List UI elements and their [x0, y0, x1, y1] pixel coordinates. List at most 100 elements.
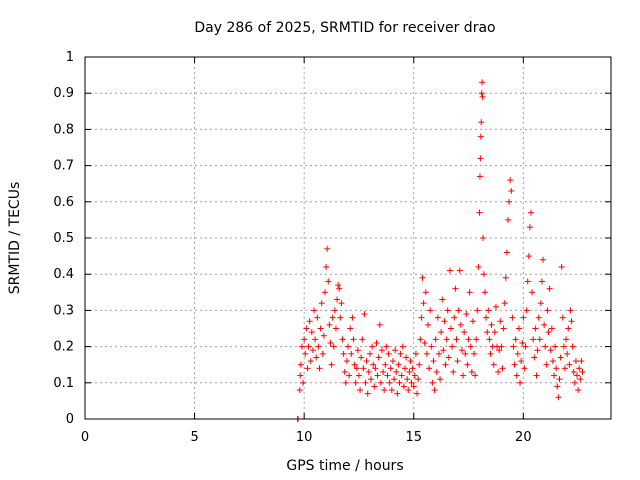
- data-point: [381, 387, 388, 394]
- data-point: [535, 314, 542, 321]
- data-point: [451, 314, 458, 321]
- data-point: [401, 365, 408, 372]
- data-point: [511, 361, 518, 368]
- data-point: [435, 350, 442, 357]
- data-point: [506, 198, 513, 205]
- data-point: [391, 376, 398, 383]
- data-point: [326, 321, 333, 328]
- data-point: [347, 325, 354, 332]
- data-point: [544, 307, 551, 314]
- data-point: [321, 289, 328, 296]
- data-point: [518, 358, 525, 365]
- data-point: [378, 347, 385, 354]
- data-point: [521, 365, 528, 372]
- data-point: [465, 336, 472, 343]
- data-point: [485, 307, 492, 314]
- data-point: [504, 216, 511, 223]
- data-point: [350, 336, 357, 343]
- data-point: [457, 321, 464, 328]
- data-point: [339, 336, 346, 343]
- data-point: [342, 379, 349, 386]
- data-point: [577, 376, 584, 383]
- data-point: [296, 387, 303, 394]
- data-point: [395, 361, 402, 368]
- grid-layer: [85, 57, 611, 419]
- data-point: [501, 300, 508, 307]
- data-point: [354, 347, 361, 354]
- data-point: [534, 347, 541, 354]
- data-point: [373, 339, 380, 346]
- data-point: [492, 303, 499, 310]
- data-point: [563, 336, 570, 343]
- y-tick-label: 0.8: [53, 122, 74, 137]
- data-point: [503, 249, 510, 256]
- data-point: [536, 336, 543, 343]
- data-point: [484, 329, 491, 336]
- data-point: [566, 361, 573, 368]
- data-point: [557, 354, 564, 361]
- data-point: [445, 354, 452, 361]
- data-point: [397, 350, 404, 357]
- data-point: [528, 209, 535, 216]
- data-point: [428, 343, 435, 350]
- data-point: [412, 350, 419, 357]
- data-point: [533, 372, 540, 379]
- data-point: [479, 93, 486, 100]
- data-point: [369, 343, 376, 350]
- data-point: [469, 318, 476, 325]
- data-point: [309, 347, 316, 354]
- data-point: [478, 90, 485, 97]
- data-point: [360, 365, 367, 372]
- data-point: [380, 368, 387, 375]
- data-point: [341, 368, 348, 375]
- data-point: [406, 368, 413, 375]
- data-point: [420, 300, 427, 307]
- data-point: [510, 343, 517, 350]
- data-point: [351, 361, 358, 368]
- data-point: [362, 379, 369, 386]
- data-point: [496, 347, 503, 354]
- data-point: [329, 314, 336, 321]
- data-point: [458, 347, 465, 354]
- data-point: [307, 358, 314, 365]
- data-point: [374, 372, 381, 379]
- data-point: [410, 383, 417, 390]
- data-point: [466, 289, 473, 296]
- data-point: [479, 79, 486, 86]
- data-point: [442, 361, 449, 368]
- data-point: [331, 307, 338, 314]
- data-point: [431, 387, 438, 394]
- data-point: [579, 368, 586, 375]
- data-point: [472, 372, 479, 379]
- data-point: [568, 318, 575, 325]
- y-tick-label: 0.5: [53, 231, 74, 246]
- data-point: [389, 358, 396, 365]
- data-point: [525, 253, 532, 260]
- data-point: [561, 365, 568, 372]
- data-point: [532, 325, 539, 332]
- y-tick-label: 0.4: [53, 267, 74, 282]
- data-point: [298, 343, 305, 350]
- data-point: [441, 318, 448, 325]
- data-point: [517, 379, 524, 386]
- data-point: [421, 339, 428, 346]
- data-point: [357, 387, 364, 394]
- data-point: [422, 289, 429, 296]
- data-point: [403, 354, 410, 361]
- data-point: [523, 307, 530, 314]
- data-point: [424, 321, 431, 328]
- data-point: [414, 390, 421, 397]
- data-point: [311, 307, 318, 314]
- data-point: [439, 296, 446, 303]
- data-point: [399, 343, 406, 350]
- data-point: [473, 336, 480, 343]
- data-point: [348, 350, 355, 357]
- data-point: [462, 350, 469, 357]
- data-point: [455, 307, 462, 314]
- data-point: [338, 300, 345, 307]
- data-point: [446, 267, 453, 274]
- data-point: [519, 339, 526, 346]
- data-point: [363, 358, 370, 365]
- data-point: [509, 314, 516, 321]
- data-point: [330, 343, 337, 350]
